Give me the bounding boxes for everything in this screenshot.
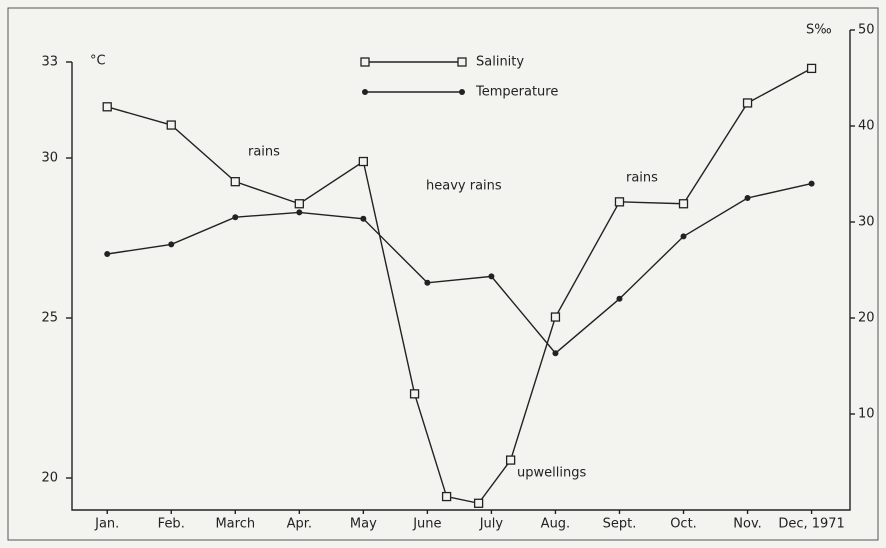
- y2-tick-label: 10: [858, 407, 875, 422]
- legend-label: Salinity: [476, 55, 524, 70]
- temperature-marker: [232, 214, 239, 221]
- y-tick-label: 25: [41, 311, 58, 326]
- y-tick-label: 33: [41, 55, 58, 70]
- legend-label: Temperature: [475, 85, 558, 100]
- x-tick-label: June: [412, 517, 441, 532]
- frame: [7, 7, 879, 541]
- x-tick-label: Oct.: [670, 517, 697, 532]
- x-tick-label: Nov.: [733, 517, 762, 532]
- temperature-marker: [488, 273, 495, 280]
- y2-tick-label: 40: [858, 119, 875, 134]
- x-tick-label: Sept.: [603, 517, 637, 532]
- x-tick-label: Apr.: [287, 517, 312, 532]
- x-tick-label: Dec, 1971: [778, 517, 845, 532]
- legend-marker: [459, 89, 465, 95]
- temperature-marker: [680, 233, 687, 240]
- temperature-marker: [104, 251, 111, 257]
- y2-tick-label: 30: [858, 215, 875, 230]
- x-tick-label: May: [350, 517, 377, 532]
- y-axis-label: °C: [90, 54, 106, 69]
- temperature-marker: [360, 215, 367, 222]
- temperature-marker: [616, 295, 623, 302]
- y2-tick-label: 50: [858, 23, 875, 38]
- series-line: [107, 67, 812, 505]
- salinity-marker: [550, 312, 561, 322]
- temperature-marker: [296, 209, 303, 216]
- salinity-marker: [742, 98, 753, 108]
- x-tick-label: Jan.: [94, 517, 119, 532]
- x-tick-label: July: [479, 517, 504, 532]
- salinity-marker: [473, 498, 484, 508]
- legend-marker: [362, 89, 368, 95]
- y2-axis-label: S‰: [806, 23, 832, 38]
- salinity-marker: [102, 102, 112, 112]
- salinity-marker: [806, 63, 817, 74]
- y-tick-label: 30: [41, 151, 58, 166]
- series-line: [107, 182, 812, 355]
- y2-tick-label: 20: [858, 311, 875, 326]
- annotation: rains: [248, 145, 280, 160]
- salinity-marker: [294, 199, 304, 209]
- temperature-marker: [552, 350, 559, 357]
- salinity-marker: [441, 491, 452, 502]
- temperature-marker: [168, 241, 175, 248]
- salinity-marker: [678, 199, 689, 209]
- salinity-marker: [230, 177, 240, 187]
- x-tick-label: March: [215, 517, 255, 532]
- axes: [71, 30, 851, 511]
- x-tick-label: Aug.: [541, 517, 571, 532]
- salinity-marker: [505, 455, 516, 465]
- x-tick-label: Feb.: [158, 517, 185, 532]
- salinity-marker: [358, 156, 368, 167]
- temperature-marker: [744, 195, 751, 201]
- salinity-marker: [409, 389, 420, 399]
- y-tick-label: 20: [41, 471, 58, 486]
- annotation: heavy rains: [426, 179, 502, 194]
- salinity-marker: [166, 120, 176, 130]
- temperature-marker: [808, 180, 815, 187]
- legend-marker: [457, 57, 467, 67]
- annotation: upwellings: [517, 466, 586, 481]
- legend-marker: [360, 57, 370, 67]
- salinity-marker: [614, 197, 625, 207]
- annotation: rains: [626, 171, 658, 186]
- temperature-marker: [424, 279, 431, 286]
